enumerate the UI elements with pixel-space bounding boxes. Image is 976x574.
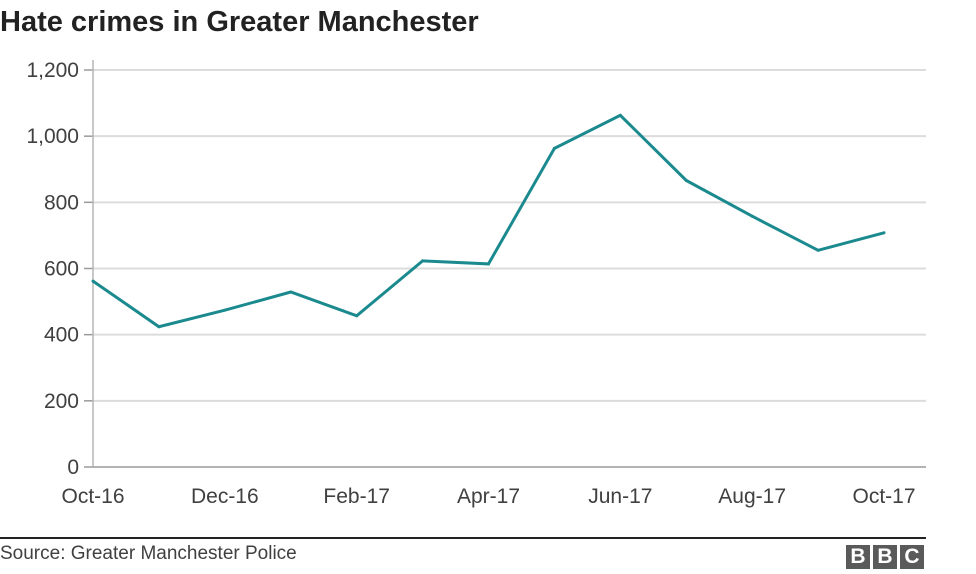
data-point-Mar-17 xyxy=(421,259,425,263)
data-point-Sep-17 xyxy=(816,248,820,252)
data-point-Aug-17 xyxy=(750,214,754,218)
y-tick-label: 1,200 xyxy=(26,59,79,82)
source-note: Source: Greater Manchester Police xyxy=(0,543,297,564)
footer-divider xyxy=(0,537,926,539)
data-point-Jan-17 xyxy=(289,290,293,294)
data-point-Apr-17 xyxy=(487,262,490,266)
data-point-Oct-17 xyxy=(882,231,886,235)
x-tick-label: Apr-17 xyxy=(457,485,520,508)
y-tick-label: 200 xyxy=(44,390,79,413)
series-layer xyxy=(91,113,886,329)
y-tick-label: 600 xyxy=(44,258,79,281)
x-tick-label: Oct-16 xyxy=(61,485,124,508)
y-tick-label: 0 xyxy=(67,456,79,479)
x-tick-label: Oct-17 xyxy=(852,485,915,508)
x-tick-label: Feb-17 xyxy=(323,485,390,508)
data-point-May-17 xyxy=(552,146,556,150)
axes xyxy=(84,60,926,468)
y-tick-label: 800 xyxy=(44,191,79,214)
tick-labels: 0 200 400 600 800 1,000 1,200 Oct-16 Dec-16 Feb-1… xyxy=(26,59,915,508)
logo-letter-b1: B xyxy=(846,545,870,569)
x-tick-label: Jun-17 xyxy=(588,485,652,508)
x-tick-label: Dec-16 xyxy=(191,485,259,508)
logo-letter-b2: B xyxy=(873,545,897,569)
chart-title: Hate crimes in Greater Manchester xyxy=(0,6,479,38)
data-point-Feb-17 xyxy=(355,314,359,318)
y-tick-label: 400 xyxy=(44,324,79,347)
data-point-Dec-16 xyxy=(223,308,227,312)
gridlines xyxy=(93,69,926,402)
bbc-logo: B B C xyxy=(846,545,924,569)
x-tick-label: Aug-17 xyxy=(718,485,786,508)
data-point-Oct-16 xyxy=(91,279,95,283)
data-point-Jun-17 xyxy=(618,113,622,117)
data-point-Nov-16 xyxy=(157,325,161,329)
series-line-0 xyxy=(92,113,885,329)
data-point-Jul-17 xyxy=(684,178,688,182)
logo-letter-c: C xyxy=(900,545,924,569)
y-tick-label: 1,000 xyxy=(26,125,79,148)
